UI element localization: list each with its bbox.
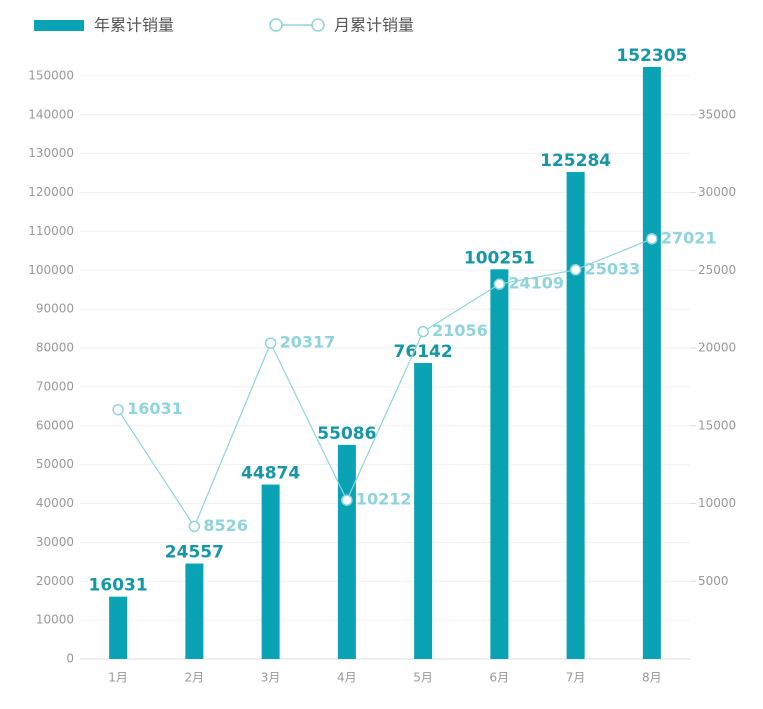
line-point: [417, 325, 429, 338]
y2-tick-label: 20000: [698, 341, 736, 355]
y-tick-label: 20000: [36, 574, 74, 588]
legend-marker: [311, 18, 325, 32]
y2-tick-label: 35000: [698, 107, 736, 121]
line-point: [341, 494, 353, 506]
bar: [261, 484, 280, 659]
bar-value-label: 152305: [616, 46, 687, 66]
bar: [490, 269, 509, 659]
x-tick-label: 1月: [108, 671, 128, 685]
y-tick-label: 110000: [28, 224, 74, 238]
x-tick-label: 3月: [261, 671, 281, 685]
legend-label: 年累计销量: [94, 16, 174, 35]
x-tick-label: 2月: [185, 671, 205, 685]
y-tick-label: 70000: [36, 379, 74, 393]
bar: [566, 172, 585, 659]
y-tick-label: 120000: [28, 185, 74, 199]
line-value-label: 20317: [280, 333, 336, 352]
line-point: [569, 264, 582, 276]
y2-tick-label: 10000: [698, 496, 736, 510]
bar: [337, 444, 356, 659]
y-tick-label: 100000: [28, 263, 74, 277]
y-tick-label: 80000: [36, 341, 74, 355]
line-value-label: 8526: [203, 516, 248, 535]
y-tick-label: 50000: [36, 457, 74, 471]
bar-value-label: 16031: [89, 576, 148, 596]
y-tick-label: 60000: [36, 418, 74, 432]
x-tick-label: 8月: [642, 671, 662, 685]
bar-value-label: 100251: [464, 248, 535, 268]
bar-value-label: 44874: [241, 464, 300, 484]
bar: [185, 563, 204, 659]
bar: [414, 363, 433, 659]
line: [117, 238, 653, 528]
legend-swatch: [34, 20, 84, 31]
y-tick-label: 40000: [36, 496, 74, 510]
bar: [109, 596, 128, 659]
bar-value-label: 55086: [317, 424, 376, 444]
line-value-label: 10212: [356, 490, 412, 509]
y-tick-label: 90000: [36, 302, 74, 316]
line-value-label: 27021: [661, 228, 717, 247]
y-tick-label: 30000: [36, 535, 74, 549]
y2-tick-label: 25000: [698, 263, 736, 277]
y-tick-label: 150000: [28, 68, 74, 82]
line-value-label: 16031: [127, 399, 183, 418]
y-tick-label: 10000: [36, 613, 74, 627]
line-point: [264, 337, 277, 349]
bar-value-label: 76142: [394, 342, 453, 362]
y2-tick-label: 5000: [698, 574, 729, 588]
x-tick-label: 4月: [337, 671, 357, 685]
y-tick-label: 130000: [28, 146, 74, 160]
x-tick-label: 6月: [490, 671, 510, 685]
y2-tick-label: 15000: [698, 418, 736, 432]
y2-tick-label: 30000: [698, 185, 736, 199]
line-point: [646, 233, 658, 245]
bar-value-label: 24557: [165, 543, 224, 563]
line-value-label: 25033: [585, 259, 641, 278]
line-value-label: 21056: [432, 321, 488, 340]
line-point: [112, 403, 124, 416]
line-value-label: 24109: [508, 274, 564, 293]
y-tick-label: 140000: [28, 107, 74, 121]
legend-marker: [269, 18, 283, 32]
legend-label: 月累计销量: [334, 16, 414, 35]
x-tick-label: 7月: [566, 671, 586, 685]
y-tick-label: 0: [66, 652, 74, 666]
line-point: [493, 278, 506, 290]
bar-value-label: 125284: [540, 151, 611, 171]
x-tick-label: 5月: [413, 671, 433, 685]
bar: [642, 66, 661, 660]
line-point: [188, 520, 201, 533]
